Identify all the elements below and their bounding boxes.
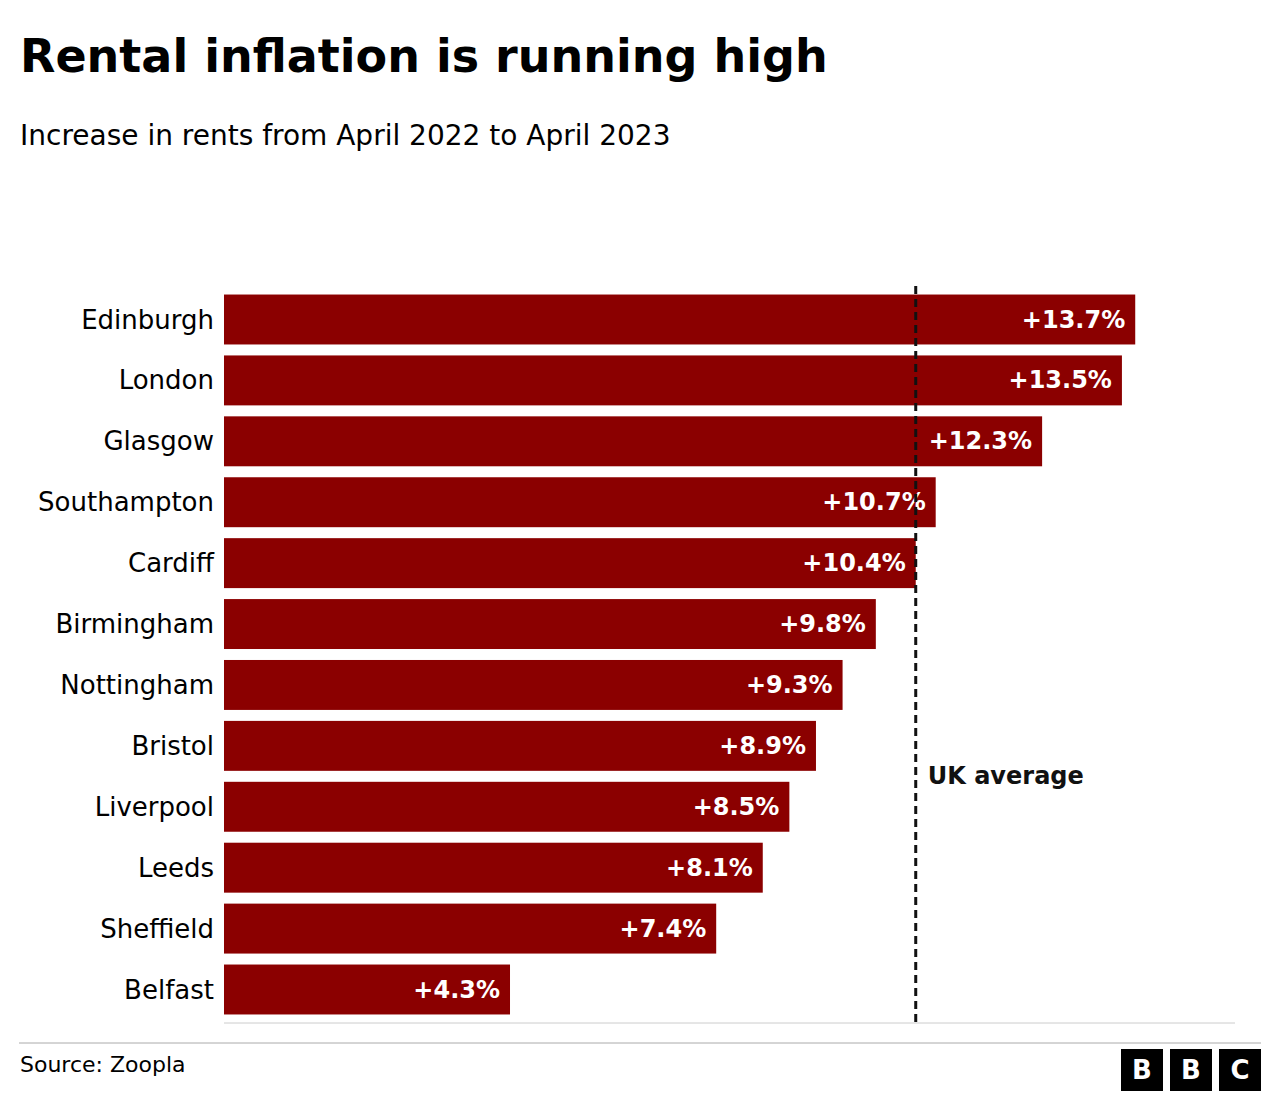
bar (224, 416, 1042, 466)
bars (224, 295, 1135, 1015)
logo-letter: B (1132, 1055, 1152, 1085)
bar (224, 721, 816, 771)
category-label: London (119, 365, 214, 395)
bar (224, 782, 789, 832)
bar (224, 843, 763, 893)
logo: BBC (1121, 1049, 1261, 1091)
data-label: +4.3% (413, 976, 500, 1004)
x-axis-line (224, 1023, 1235, 1024)
data-label: +8.9% (719, 732, 806, 760)
data-label: +8.1% (666, 854, 753, 882)
bar (224, 599, 876, 649)
bar (224, 538, 916, 588)
data-label: +10.7% (822, 488, 925, 516)
data-label: +13.5% (1009, 366, 1112, 394)
background (0, 0, 1280, 1100)
data-label: +8.5% (693, 793, 780, 821)
logo-square (1219, 1049, 1261, 1091)
category-label: Liverpool (95, 792, 214, 822)
footer-rule (19, 1043, 1261, 1044)
bar (224, 295, 1135, 345)
category-label: Cardiff (128, 548, 215, 578)
category-label: Sheffield (100, 914, 214, 944)
bar (224, 965, 510, 1015)
bar (224, 904, 716, 954)
title: Rental inflation is running high (20, 29, 828, 83)
logo-letter: C (1230, 1055, 1249, 1085)
category-label: Birmingham (55, 609, 214, 639)
data-label: +12.3% (929, 427, 1032, 455)
reference-label: UK average (928, 762, 1084, 790)
category-label: Belfast (124, 975, 214, 1005)
logo-square (1170, 1049, 1212, 1091)
data-label: +7.4% (620, 915, 707, 943)
source: Source: Zoopla (20, 1052, 186, 1077)
category-label: Southampton (38, 487, 214, 517)
logo-square (1121, 1049, 1163, 1091)
logo-letter: B (1181, 1055, 1201, 1085)
bar (224, 477, 936, 527)
bar (224, 660, 843, 710)
category-label: Bristol (131, 731, 214, 761)
bar (224, 355, 1122, 405)
category-label: Leeds (138, 853, 214, 883)
category-label: Glasgow (103, 426, 214, 456)
data-label: +13.7% (1022, 306, 1125, 334)
subtitle: Increase in rents from April 2022 to Apr… (20, 119, 670, 152)
reference-line (914, 286, 917, 1023)
category-label: Nottingham (60, 670, 214, 700)
category-label: Edinburgh (81, 305, 214, 335)
data-label: +9.8% (779, 610, 866, 638)
data-label: +10.4% (802, 549, 905, 577)
chart: Rental inflation is running high Increase… (0, 0, 1280, 1100)
data-label: +9.3% (746, 671, 833, 699)
